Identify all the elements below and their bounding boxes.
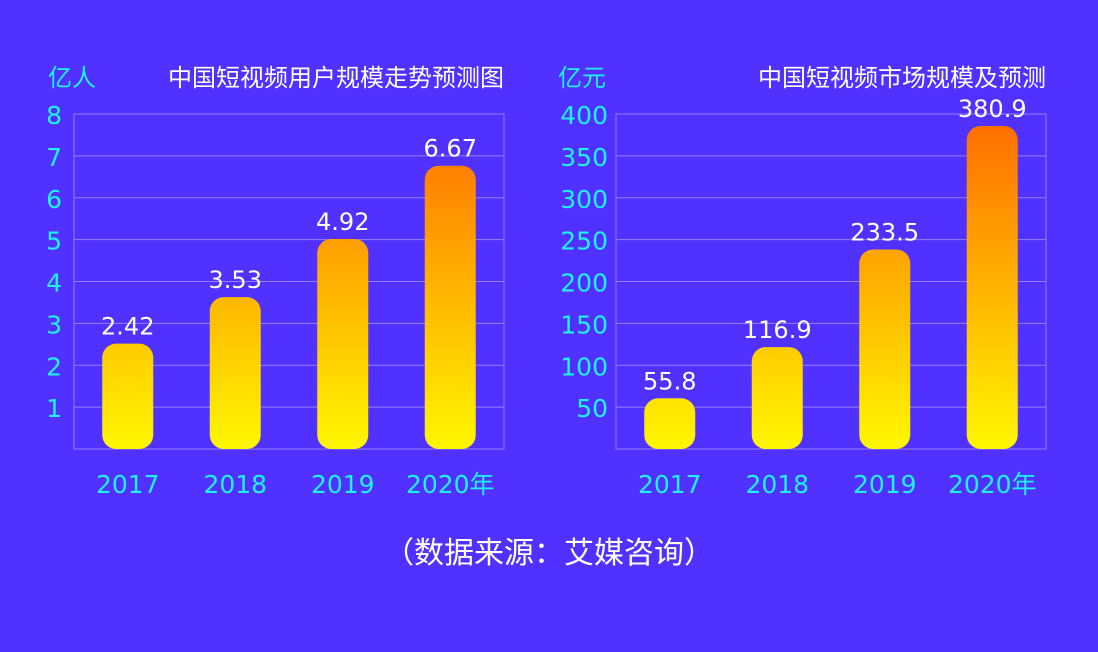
bar — [644, 398, 696, 449]
y-tick-label: 8 — [46, 101, 62, 130]
chart-title: 中国短视频用户规模走势预测图 — [168, 64, 504, 92]
source-note: （数据来源：艾媒咨询） — [384, 536, 714, 571]
y-tick-label: 50 — [576, 394, 608, 423]
y-tick-label: 4 — [46, 269, 62, 298]
x-tick-label: 2017 — [638, 470, 702, 499]
y-axis-unit: 亿人 — [48, 64, 96, 92]
y-tick-label: 6 — [46, 185, 62, 214]
y-tick-label: 250 — [560, 227, 608, 256]
data-label: 116.9 — [743, 316, 812, 344]
bar — [424, 165, 476, 449]
x-tick-label: 2018 — [745, 470, 809, 499]
y-tick-label: 200 — [560, 269, 608, 298]
y-tick-label: 1 — [46, 394, 62, 423]
y-tick-label: 300 — [560, 185, 608, 214]
x-tick-label: 2019 — [311, 470, 375, 499]
bar — [859, 249, 911, 449]
y-tick-label: 400 — [560, 101, 608, 130]
data-label: 233.5 — [850, 218, 919, 246]
bar — [966, 125, 1018, 449]
chart-title: 中国短视频市场规模及预测 — [758, 64, 1046, 92]
bar — [317, 238, 369, 449]
y-axis-unit: 亿元 — [558, 64, 606, 92]
data-label: 3.53 — [209, 266, 262, 294]
data-label: 4.92 — [316, 208, 369, 236]
y-tick-label: 150 — [560, 310, 608, 339]
bar — [102, 343, 154, 449]
y-tick-label: 5 — [46, 227, 62, 256]
x-tick-label: 2017 — [96, 470, 160, 499]
bar — [209, 297, 261, 449]
data-label: 55.8 — [643, 367, 696, 395]
data-label: 380.9 — [958, 95, 1027, 123]
x-tick-label: 2020年 — [406, 470, 495, 499]
x-tick-label: 2018 — [203, 470, 267, 499]
y-tick-label: 2 — [46, 352, 62, 381]
x-tick-label: 2019 — [853, 470, 917, 499]
bar — [751, 347, 803, 449]
y-tick-label: 100 — [560, 352, 608, 381]
y-tick-label: 350 — [560, 143, 608, 172]
y-tick-label: 3 — [46, 310, 62, 339]
data-label: 6.67 — [424, 135, 477, 163]
data-label: 2.42 — [101, 313, 154, 341]
y-tick-label: 7 — [46, 143, 62, 172]
x-tick-label: 2020年 — [948, 470, 1037, 499]
